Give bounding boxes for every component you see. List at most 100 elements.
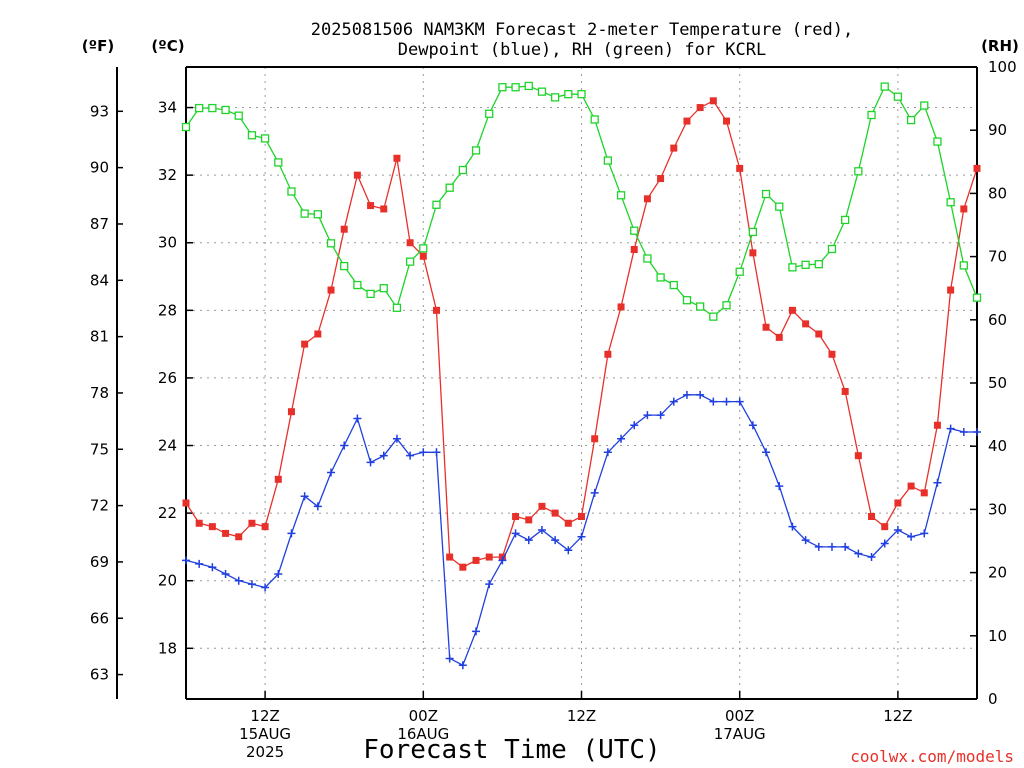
temperature-point [248,519,256,527]
dewpoint-point [419,448,428,457]
rh-point [498,83,507,92]
rh-tick-label: 40 [988,437,1007,455]
dewpoint-point [603,448,612,457]
temperature-point [617,303,625,311]
fahrenheit-tick-label: 90 [90,159,109,177]
temperature-point [973,164,981,172]
temperature-point [749,249,757,257]
temperature-point [709,97,717,105]
chart-title-line-1: 2025081506 NAM3KM Forecast 2-meter Tempe… [311,20,853,40]
fahrenheit-tick-label: 75 [90,440,109,458]
rh-point [274,158,283,167]
rh-tick-label: 20 [988,564,1007,582]
time-tick-label: 16AUG [397,725,449,743]
temperature-point [195,519,203,527]
rh-point [221,105,230,115]
rh-point [946,198,955,207]
rh-point [656,273,665,282]
temperature-point [907,482,915,490]
temperature-point [828,350,836,358]
dewpoint-point [366,458,375,467]
rh-point [392,303,402,312]
temperature-point [274,475,282,483]
rh-point [788,263,797,272]
dewpoint-point [537,526,546,535]
dewpoint-point [511,529,520,538]
celsius-tick-label: 22 [158,504,177,522]
dewpoint-point [287,529,296,538]
temperature-point [947,286,955,294]
chart-axes: 18 20 22 24 26 28 30 32 34 63 66 69 72 75 78 81 84 87 90 93… [90,58,1017,761]
celsius-tick-label: 20 [158,572,177,590]
rh-point [643,254,652,263]
temperature-point [512,512,520,520]
dewpoint-point [907,532,916,541]
rh-point [419,244,428,253]
fahrenheit-tick-label: 66 [90,609,109,627]
dewpoint-point [313,502,322,511]
temperature-point [551,509,559,517]
fahrenheit-tick-label: 78 [90,384,109,402]
rh-point [353,280,362,290]
rh-point [366,289,375,299]
dewpoint-point [775,482,784,491]
time-tick-label: 00Z [409,707,438,725]
rh-point [340,261,349,271]
temperature-point [696,104,704,112]
rh-point [775,202,784,211]
rh-tick-label: 50 [988,374,1007,392]
temperature-point [182,499,190,507]
rh-point [590,115,599,124]
chart-title-line-2: Dewpoint (blue), RH (green) for KCRL [398,40,766,60]
rh-tick-label: 0 [988,690,998,708]
dewpoint-point [722,397,731,406]
temperature-point [762,323,770,331]
dewpoint-point [854,549,863,558]
temperature-point [920,489,928,497]
rh-point [524,81,533,91]
temperature-point [406,239,414,247]
celsius-tick-label: 30 [158,234,177,252]
rh-point [920,101,929,110]
temperature-point [881,523,889,531]
dewpoint-point [643,411,652,420]
rh-point [709,312,718,321]
temperature-point [208,523,216,531]
fahrenheit-tick-label: 63 [90,666,109,684]
temperature-point [340,225,348,233]
dewpoint-point [669,397,678,406]
dewpoint-point [577,532,586,541]
rh-point [814,260,823,269]
dewpoint-point [946,424,955,433]
dewpoint-point [247,580,256,589]
time-tick-label: 12Z [883,707,912,725]
fahrenheit-tick-label: 93 [90,102,109,120]
dewpoint-point [867,553,876,562]
rh-tick-label: 60 [988,311,1007,329]
rh-tick-label: 70 [988,248,1007,266]
temperature-point [222,529,230,537]
fahrenheit-tick-label: 72 [90,497,109,515]
fahrenheit-tick-label: 69 [90,553,109,571]
celsius-tick-label: 26 [158,369,177,387]
dewpoint-point [630,421,639,430]
temperature-point [736,164,744,172]
dewpoint-point [617,434,626,443]
rh-point [405,257,415,266]
dewpoint-point [353,414,362,423]
temperature-point [446,553,454,561]
dewpoint-point [656,411,665,420]
rh-point [735,267,744,276]
x-axis-label: Forecast Time (UTC) [363,735,660,765]
temperature-point [472,556,480,564]
rh-point [972,293,982,302]
rh-point [761,189,771,199]
dewpoint-point [485,580,494,589]
source-credit: coolwx.com/models [850,747,1014,766]
temperature-point [459,563,467,571]
dewpoint-point [274,569,283,578]
rh-point [867,110,876,120]
rh-point [181,122,191,132]
rh-point [550,93,560,102]
dewpoint-point [920,529,929,538]
